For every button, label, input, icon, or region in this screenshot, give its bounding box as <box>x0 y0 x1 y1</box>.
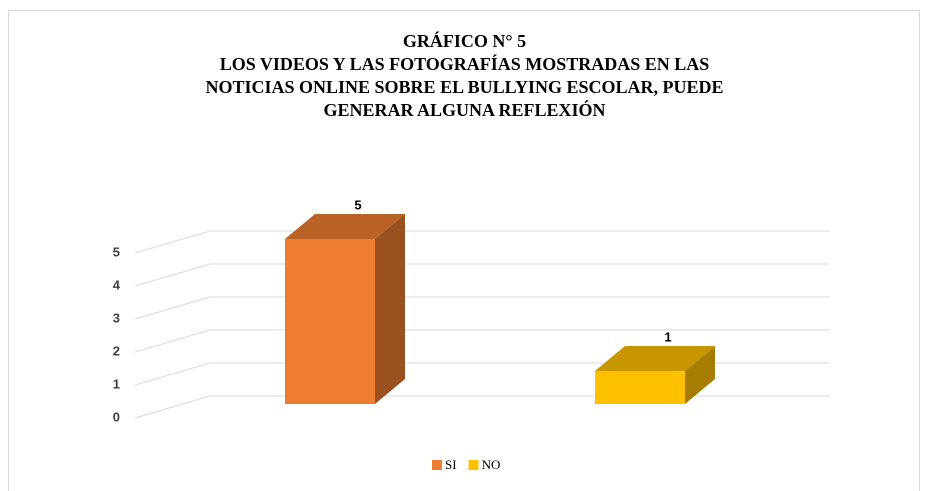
grid-line <box>134 296 830 320</box>
chart-subtitle: LOS VIDEOS Y LAS FOTOGRAFÍAS MOSTRADAS E… <box>205 54 724 120</box>
y-tick-label: 3 <box>113 310 120 325</box>
grid-line <box>134 329 830 353</box>
grid-line <box>134 362 830 386</box>
data-label: 5 <box>354 197 361 212</box>
bar-top <box>285 214 405 239</box>
y-tick-label: 4 <box>113 277 121 292</box>
y-tick-label: 1 <box>113 376 120 391</box>
y-tick-label: 0 <box>113 409 120 424</box>
y-tick-label: 2 <box>113 343 120 358</box>
bar-front <box>595 371 685 404</box>
bar-top <box>595 346 715 371</box>
legend-label: SI <box>445 457 457 472</box>
grid-line <box>134 230 830 254</box>
bar-side <box>375 214 405 404</box>
title-block: GRÁFICO N° 5 LOS VIDEOS Y LAS FOTOGRAFÍA… <box>0 30 929 122</box>
chart-title: GRÁFICO N° 5 <box>402 31 527 51</box>
grid-line <box>134 395 830 419</box>
bar-front <box>285 239 375 404</box>
legend-swatch <box>468 460 479 470</box>
y-tick-label: 5 <box>113 244 120 259</box>
legend-swatch <box>432 460 442 470</box>
bar-side <box>685 346 715 404</box>
legend-label: NO <box>482 457 501 472</box>
chart-border <box>8 10 920 491</box>
data-label: 1 <box>664 329 671 344</box>
grid-line <box>134 263 830 287</box>
